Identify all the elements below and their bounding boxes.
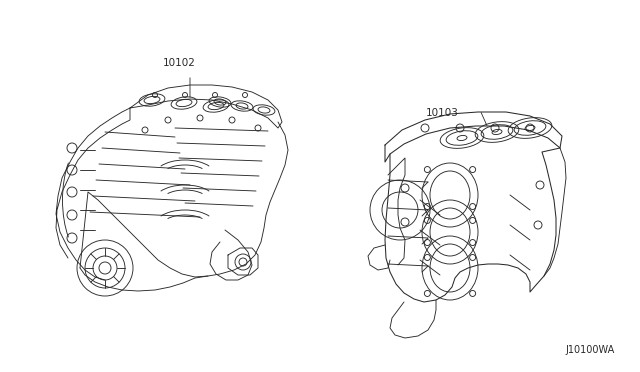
Text: 10102: 10102 [163, 58, 196, 68]
Text: 10103: 10103 [426, 108, 459, 118]
Text: J10100WA: J10100WA [566, 345, 615, 355]
